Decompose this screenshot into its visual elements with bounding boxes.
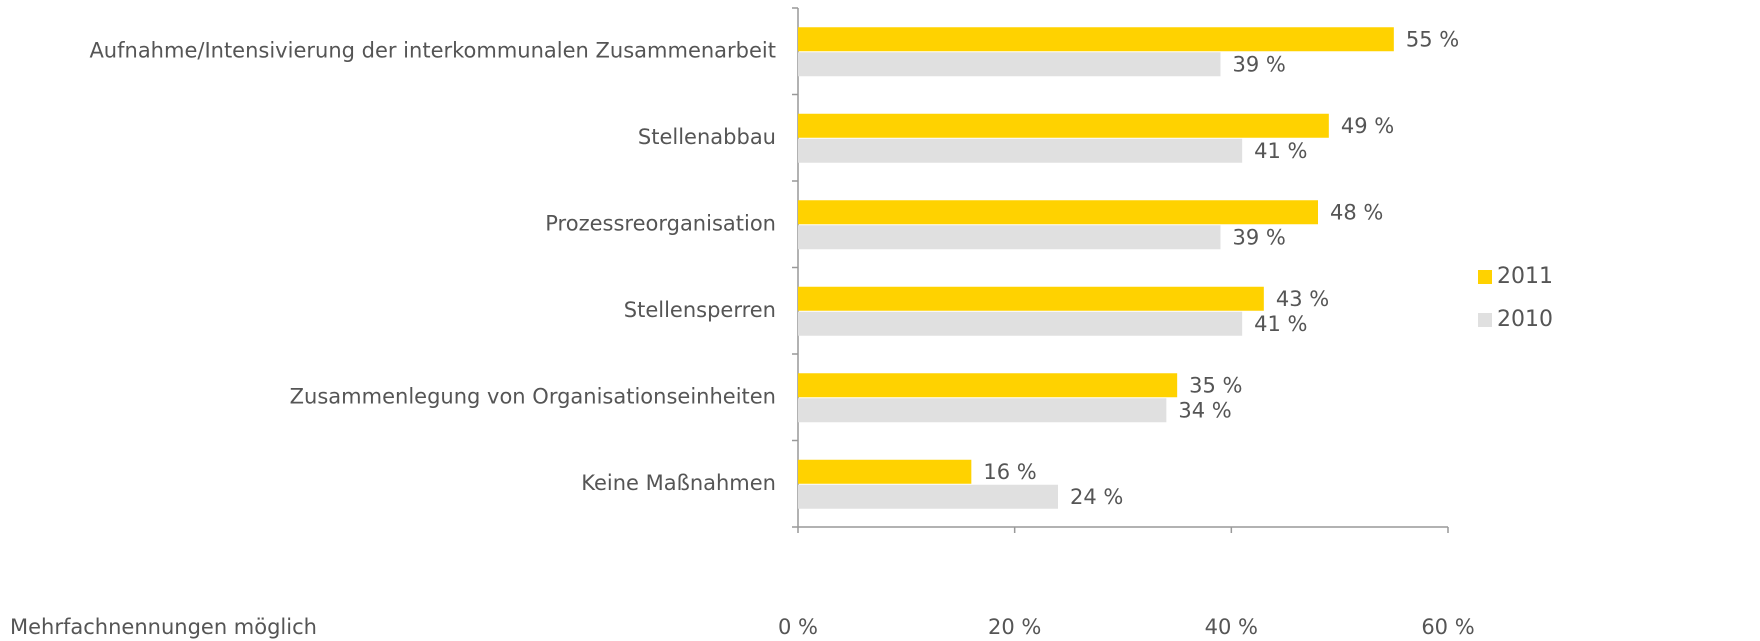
bar: [798, 373, 1178, 398]
value-label: 41 %: [1254, 139, 1307, 163]
bar: [798, 113, 1329, 138]
bar: [798, 52, 1221, 77]
footnote: Mehrfachnennungen möglich: [10, 615, 317, 639]
x-tick-label: 40 %: [1205, 615, 1258, 639]
value-label: 39 %: [1233, 52, 1286, 76]
y-tick-label: Prozessreorganisation: [545, 211, 776, 235]
value-label: 39 %: [1233, 225, 1286, 249]
bar: [798, 311, 1243, 336]
bar: [798, 200, 1318, 225]
value-label: 41 %: [1254, 312, 1307, 336]
legend-swatch: [1478, 313, 1492, 327]
x-tick-label: 20 %: [988, 615, 1041, 639]
bar: [798, 225, 1221, 250]
x-tick-label: 60 %: [1421, 615, 1474, 639]
legend-swatch: [1478, 270, 1492, 284]
value-label: 34 %: [1178, 398, 1231, 422]
bar: [798, 484, 1058, 509]
x-tick-label: 0 %: [778, 615, 818, 639]
bar: [798, 286, 1264, 311]
value-label: 48 %: [1330, 200, 1383, 224]
bar: [798, 138, 1243, 163]
y-tick-label: Aufnahme/Intensivierung der interkommuna…: [89, 38, 776, 62]
value-label: 55 %: [1406, 27, 1459, 51]
y-tick-label: Keine Maßnahmen: [581, 471, 776, 495]
bar: [798, 27, 1394, 52]
y-tick-label: Zusammenlegung von Organisationseinheite…: [290, 384, 776, 408]
value-label: 24 %: [1070, 485, 1123, 509]
value-label: 35 %: [1189, 373, 1242, 397]
legend-label: 2011: [1497, 264, 1553, 289]
value-label: 43 %: [1276, 287, 1329, 311]
y-tick-label: Stellensperren: [624, 298, 776, 322]
legend-label: 2010: [1497, 307, 1553, 332]
value-label: 16 %: [983, 460, 1036, 484]
value-label: 49 %: [1341, 114, 1394, 138]
bar: [798, 459, 972, 484]
y-tick-label: Stellenabbau: [638, 125, 776, 149]
bar: [798, 398, 1167, 423]
